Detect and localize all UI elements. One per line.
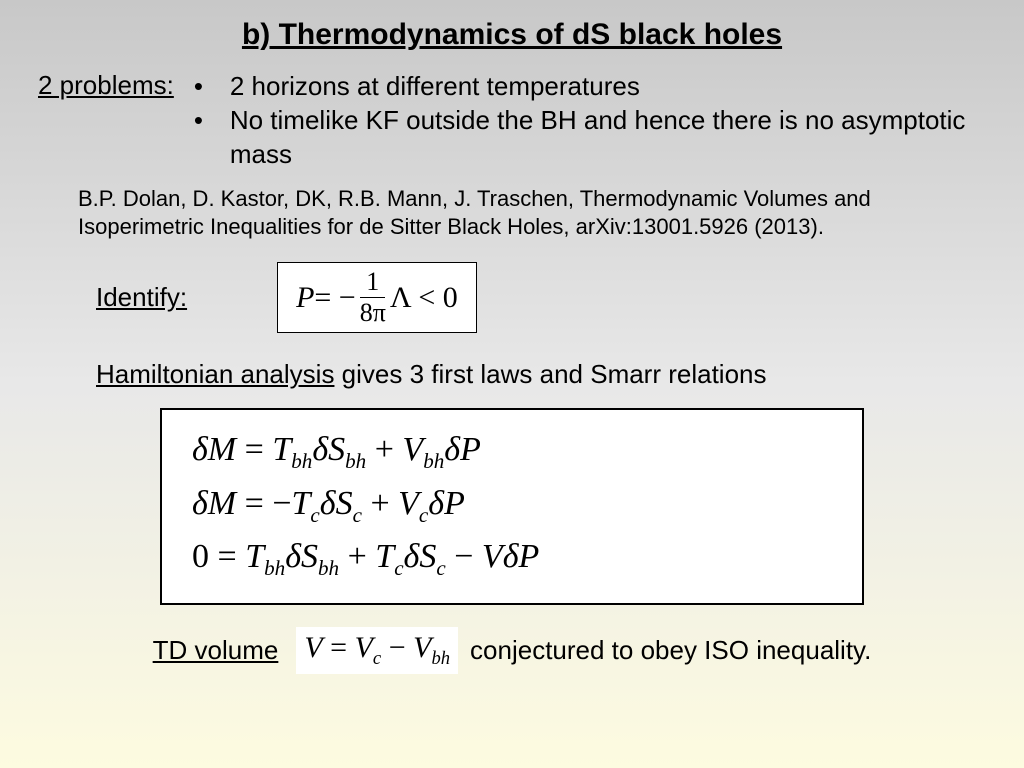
hamiltonian-text: Hamiltonian analysis gives 3 first laws … bbox=[0, 359, 1024, 390]
eq-op: = − bbox=[314, 281, 355, 315]
list-item: No timelike KF outside the BH and hence … bbox=[194, 104, 1024, 172]
identify-label: Identify: bbox=[96, 282, 187, 313]
hamiltonian-underlined: Hamiltonian analysis bbox=[96, 359, 334, 389]
eq-lhs: P bbox=[296, 281, 314, 315]
td-volume-label: TD volume bbox=[153, 635, 279, 666]
first-laws-equation-box: δM = TbhδSbh + VbhδP δM = −TcδSc + VcδP … bbox=[160, 408, 864, 604]
problems-section: 2 problems: 2 horizons at different temp… bbox=[0, 70, 1024, 171]
eq-numerator: 1 bbox=[360, 269, 385, 298]
equation-line-3: 0 = TbhδSbh + TcδSc − VδP bbox=[192, 531, 832, 584]
eq-fraction: 1 8π bbox=[360, 269, 386, 326]
identify-section: Identify: P = − 1 8π Λ < 0 bbox=[0, 262, 1024, 333]
page-title: b) Thermodynamics of dS black holes bbox=[0, 0, 1024, 52]
eq-denominator: 8π bbox=[360, 298, 386, 326]
hamiltonian-rest: gives 3 first laws and Smarr relations bbox=[334, 359, 766, 389]
citation-text: B.P. Dolan, D. Kastor, DK, R.B. Mann, J.… bbox=[0, 171, 1024, 240]
td-volume-section: TD volume V = Vc − Vbh conjectured to ob… bbox=[0, 627, 1024, 674]
problems-list: 2 horizons at different temperatures No … bbox=[194, 70, 1024, 171]
list-item: 2 horizons at different temperatures bbox=[194, 70, 1024, 104]
td-volume-rest: conjectured to obey ISO inequality. bbox=[470, 635, 871, 666]
identify-equation-box: P = − 1 8π Λ < 0 bbox=[277, 262, 477, 333]
equation-line-2: δM = −TcδSc + VcδP bbox=[192, 478, 832, 531]
eq-rhs: Λ < 0 bbox=[390, 281, 458, 315]
equation-line-1: δM = TbhδSbh + VbhδP bbox=[192, 424, 832, 477]
td-volume-equation: V = Vc − Vbh bbox=[296, 627, 458, 674]
problems-label: 2 problems: bbox=[38, 70, 174, 171]
